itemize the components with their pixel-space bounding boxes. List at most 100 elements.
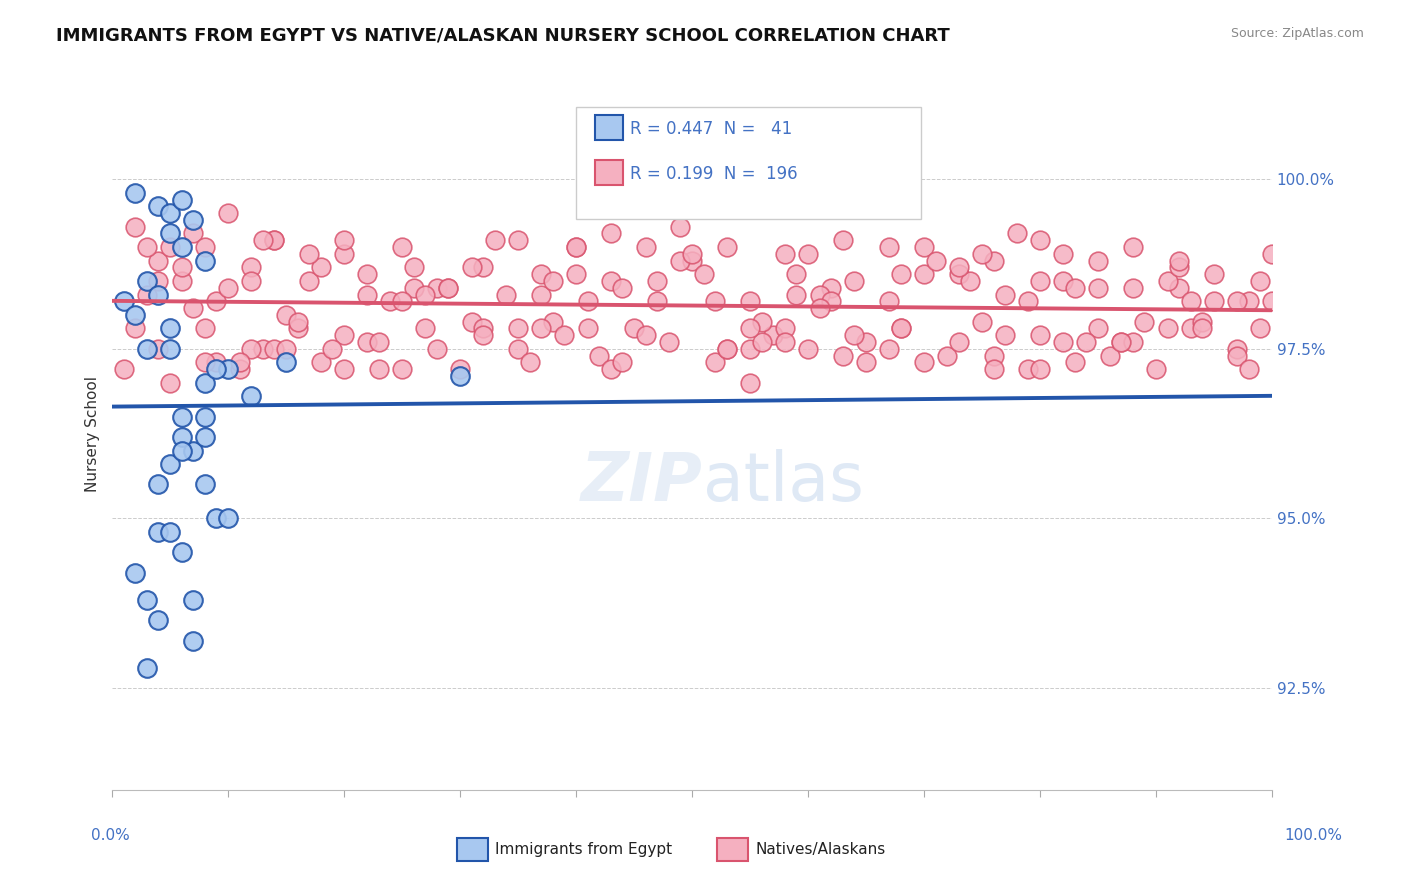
Point xyxy=(159,227,181,241)
Point xyxy=(844,274,866,288)
Point xyxy=(855,334,877,349)
Point xyxy=(877,294,900,309)
Point xyxy=(460,315,482,329)
Point xyxy=(1237,294,1260,309)
Point xyxy=(970,315,993,329)
Point xyxy=(367,362,389,376)
Point xyxy=(762,328,785,343)
Point xyxy=(877,240,900,254)
Point xyxy=(912,267,935,281)
Point xyxy=(506,321,529,335)
Point xyxy=(612,355,634,369)
Point xyxy=(634,328,657,343)
Point xyxy=(948,260,970,275)
Point xyxy=(681,247,703,261)
Point xyxy=(1052,247,1074,261)
Point xyxy=(530,267,553,281)
Point xyxy=(240,389,263,403)
Point xyxy=(472,321,495,335)
Point xyxy=(159,240,181,254)
Point xyxy=(948,334,970,349)
Point xyxy=(170,240,193,254)
Point xyxy=(194,253,217,268)
Point xyxy=(274,308,297,322)
Point xyxy=(135,287,157,301)
Point xyxy=(170,545,193,559)
Text: R = 0.447  N =   41: R = 0.447 N = 41 xyxy=(630,120,792,138)
Point xyxy=(645,274,668,288)
Point xyxy=(623,321,645,335)
Point xyxy=(773,334,796,349)
Point xyxy=(413,287,436,301)
Point xyxy=(936,349,959,363)
Point xyxy=(112,362,135,376)
Point xyxy=(159,206,181,220)
Point xyxy=(170,443,193,458)
Point xyxy=(738,321,761,335)
Point xyxy=(413,321,436,335)
Point xyxy=(124,186,146,200)
Point xyxy=(983,349,1005,363)
Point xyxy=(217,206,239,220)
Point xyxy=(240,274,263,288)
Point xyxy=(658,334,681,349)
Point xyxy=(506,342,529,356)
Point xyxy=(1122,281,1144,295)
Point xyxy=(912,240,935,254)
Point xyxy=(576,294,599,309)
Point xyxy=(751,334,773,349)
Point xyxy=(170,409,193,424)
Point xyxy=(356,267,378,281)
Point xyxy=(738,376,761,390)
Point xyxy=(472,260,495,275)
Point xyxy=(170,274,193,288)
Point xyxy=(773,247,796,261)
Point xyxy=(148,524,170,539)
Point xyxy=(402,281,425,295)
Point xyxy=(274,355,297,369)
Point xyxy=(541,274,564,288)
Point xyxy=(333,362,356,376)
Point xyxy=(1249,274,1271,288)
Point xyxy=(704,294,727,309)
Point xyxy=(356,287,378,301)
Point xyxy=(1005,227,1028,241)
Point xyxy=(1087,321,1109,335)
Point xyxy=(588,349,610,363)
Point xyxy=(1017,294,1039,309)
Point xyxy=(263,233,285,247)
Text: R = 0.199  N =  196: R = 0.199 N = 196 xyxy=(630,165,797,183)
Point xyxy=(994,328,1017,343)
Point xyxy=(704,355,727,369)
Point xyxy=(135,342,157,356)
Point xyxy=(205,294,228,309)
Point xyxy=(1076,334,1098,349)
Point xyxy=(1133,315,1156,329)
Point xyxy=(1226,349,1249,363)
Point xyxy=(181,633,204,648)
Point xyxy=(959,274,981,288)
Point xyxy=(634,240,657,254)
Point xyxy=(1168,281,1191,295)
Point xyxy=(217,511,239,525)
Point xyxy=(645,294,668,309)
Point xyxy=(124,321,146,335)
Point xyxy=(309,355,332,369)
Point xyxy=(367,334,389,349)
Point xyxy=(1202,267,1225,281)
Point xyxy=(112,294,135,309)
Point xyxy=(437,281,460,295)
Point xyxy=(356,334,378,349)
Point xyxy=(391,362,413,376)
Point xyxy=(738,342,761,356)
Point xyxy=(124,566,146,580)
Point xyxy=(669,253,692,268)
Point xyxy=(194,240,217,254)
Point xyxy=(298,274,321,288)
Point xyxy=(1261,247,1284,261)
Point xyxy=(205,362,228,376)
Point xyxy=(159,457,181,471)
Point xyxy=(181,213,204,227)
Point xyxy=(553,328,575,343)
Point xyxy=(194,355,217,369)
